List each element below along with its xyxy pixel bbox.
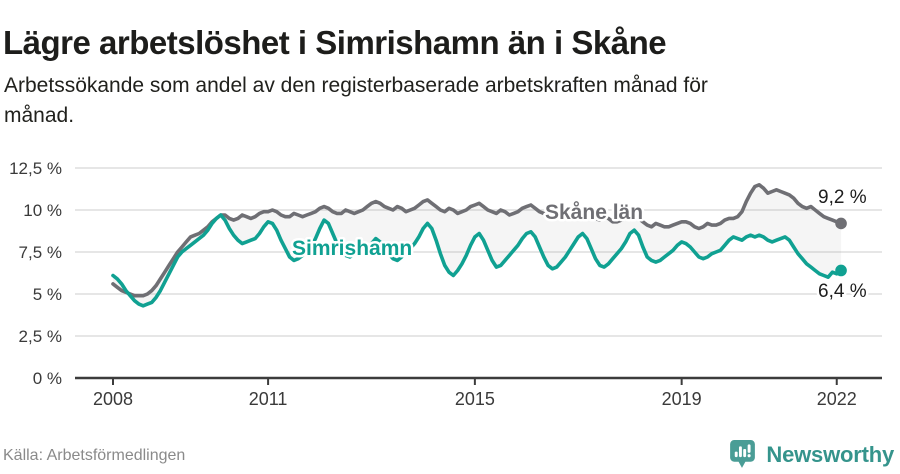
y-axis-tick-label: 7,5 % <box>19 243 62 262</box>
simrishamn-end-dot <box>835 264 847 277</box>
x-axis-tick-label: 2015 <box>455 389 495 409</box>
subtitle-line-2: månad. <box>4 104 75 128</box>
x-axis-tick-label: 2019 <box>662 389 702 409</box>
skane-end-value-label: 9,2 % <box>818 187 867 208</box>
simrishamn-end-value-label: 6,4 % <box>818 281 867 302</box>
chart-canvas: 0 % 2,5 % 5 % 7,5 % 10 % 12,5 % 2008 2011 2015 20… <box>9 159 882 409</box>
chart-subtitle: Arbetssökande som andel av den registerb… <box>4 71 864 131</box>
x-axis-tick-label: 2022 <box>817 389 857 409</box>
subtitle-line-1: Arbetssökande som andel av den registerb… <box>4 74 708 97</box>
source-note: Källa: Arbetsförmedlingen <box>3 447 186 464</box>
unemployment-line-chart: 0 % 2,5 % 5 % 7,5 % 10 % 12,5 % 2008 2011 2015 20… <box>0 140 900 430</box>
newsworthy-wordmark: Newsworthy <box>766 442 894 467</box>
skane-series-label: Skåne län <box>545 201 643 224</box>
y-axis-tick-label: 5 % <box>33 285 62 304</box>
x-axis-tick-label: 2011 <box>249 389 288 409</box>
simrishamn-line <box>111 213 843 308</box>
y-axis-tick-label: 0 % <box>33 369 62 388</box>
newsworthy-branding[interactable]: Newsworthy <box>727 439 894 471</box>
page-title: Lägre arbetslöshet i Simrishamn än i Skå… <box>3 24 667 62</box>
y-axis-tick-label: 12,5 % <box>9 159 62 178</box>
y-axis-tick-label: 2,5 % <box>19 327 62 346</box>
newsworthy-speech-bubble-chart-icon <box>730 440 756 468</box>
skane-line <box>111 182 843 298</box>
y-axis-tick-label: 10 % <box>23 201 62 220</box>
skane-end-dot <box>835 217 847 230</box>
simrishamn-series-label: Simrishamn <box>292 237 412 260</box>
x-axis-tick-label: 2008 <box>93 389 133 409</box>
